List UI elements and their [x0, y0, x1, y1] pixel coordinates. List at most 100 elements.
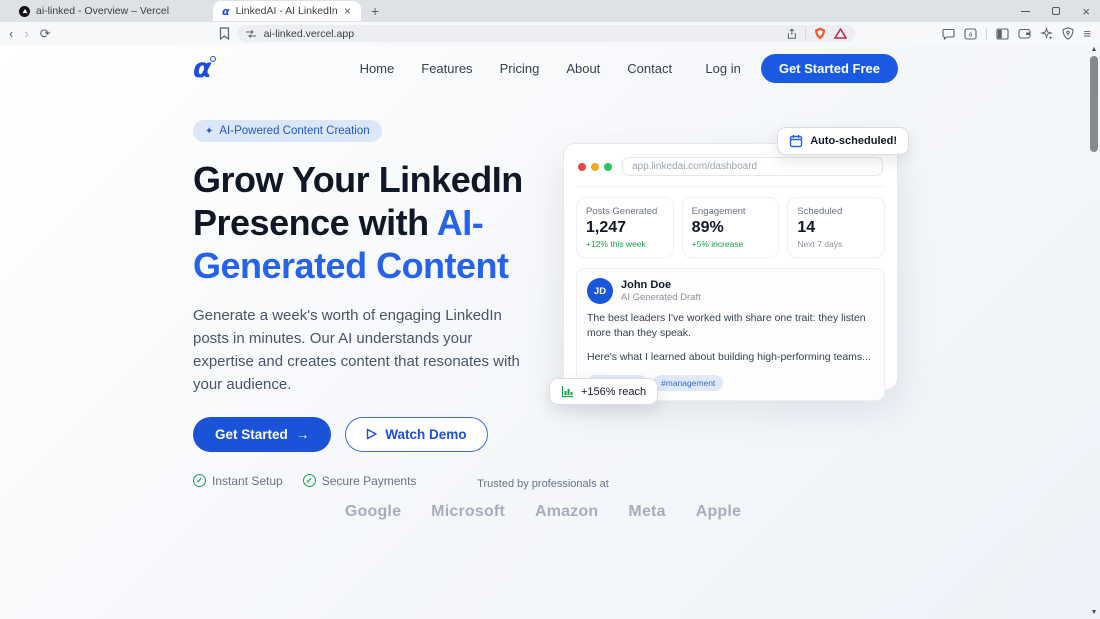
stat-value: 14: [797, 219, 816, 236]
maximize-button[interactable]: [1052, 7, 1061, 15]
traffic-lights: [578, 162, 612, 171]
calendar-icon: [790, 135, 803, 148]
trusted-label: Trusted by professionals at: [477, 478, 609, 490]
post-body-1: The best leaders I've worked with share …: [587, 312, 866, 340]
nav-link-home[interactable]: Home: [359, 60, 395, 76]
tab-title: ai-linked - Overview – Vercel: [36, 5, 170, 17]
scroll-up-icon[interactable]: ▲: [1090, 46, 1098, 53]
nav-link-features[interactable]: Features: [421, 60, 473, 76]
hero-cta-row: Get Started → Watch Demo: [193, 416, 545, 452]
brave-rewards-icon[interactable]: [1062, 27, 1074, 40]
company-amazon: Amazon: [534, 503, 599, 520]
stat-value: 1,247: [586, 219, 627, 236]
get-started-button[interactable]: Get Started →: [193, 416, 332, 452]
watch-demo-label: Watch Demo: [385, 426, 467, 442]
browser-toolbar: ‹ › ⟳ ai-linked.vercel.app a ≡: [0, 22, 1100, 45]
vercel-triangle-icon[interactable]: [833, 28, 847, 39]
title-dark-part: Grow Your LinkedIn Presence with: [193, 159, 523, 244]
dashboard-card: app.linkedai.com/dashboard Posts Generat…: [563, 143, 898, 401]
back-icon[interactable]: ‹: [9, 26, 14, 41]
get-started-free-button[interactable]: Get Started Free: [760, 53, 898, 83]
stat-label: Engagement: [691, 206, 746, 217]
stat-engagement: Engagement 89% +5% increase: [681, 197, 780, 258]
site-settings-icon[interactable]: [245, 29, 257, 39]
new-tab-button[interactable]: +: [371, 3, 380, 19]
address-bar-actions: [785, 27, 847, 40]
linkedai-favicon-icon: α: [222, 4, 230, 18]
brave-vpn-icon[interactable]: [1040, 27, 1054, 40]
nav-link-pricing[interactable]: Pricing: [499, 60, 540, 76]
get-started-label: Get Started: [215, 426, 288, 442]
company-microsoft: Microsoft: [431, 503, 505, 520]
bar-chart-icon: [561, 386, 573, 398]
reach-badge: +156% reach: [549, 378, 659, 405]
reach-label: +156% reach: [581, 385, 647, 398]
tab-strip: ai-linked - Overview – Vercel α LinkedAI…: [0, 0, 1100, 22]
reload-icon[interactable]: ⟳: [39, 26, 51, 41]
forward-icon[interactable]: ›: [24, 26, 29, 41]
brave-shield-icon[interactable]: [814, 27, 826, 40]
stat-delta: +5% increase: [691, 239, 744, 249]
company-meta: Meta: [628, 503, 666, 520]
tab-linkedai[interactable]: α LinkedAI - AI LinkedIn Content S ×: [213, 1, 361, 21]
bookmark-icon[interactable]: [219, 27, 230, 40]
dashboard-mockup: app.linkedai.com/dashboard Posts Generat…: [549, 127, 909, 405]
red-dot-icon: [578, 162, 586, 171]
sidebar-icon[interactable]: [996, 27, 1009, 40]
menu-icon[interactable]: ≡: [1083, 26, 1091, 41]
tab-vercel-overview[interactable]: ai-linked - Overview – Vercel: [10, 1, 205, 21]
stat-value: 89%: [691, 219, 724, 236]
company-google: Google: [344, 503, 402, 520]
nav-link-about[interactable]: About: [566, 60, 601, 76]
stats-row: Posts Generated 1,247 +12% this week Eng…: [576, 197, 886, 258]
green-dot-icon: [604, 162, 612, 171]
minimize-button[interactable]: [1021, 10, 1031, 12]
divider: [986, 27, 988, 40]
mock-browser-bar: app.linkedai.com/dashboard: [576, 155, 885, 187]
check-item-instant-setup: ✓ Instant Setup: [193, 474, 283, 488]
hashtag-management: #management: [652, 374, 724, 391]
play-icon: [367, 428, 377, 440]
stat-label: Posts Generated: [586, 206, 658, 217]
reader-mode-icon[interactable]: a: [964, 27, 977, 40]
page-scrollbar[interactable]: ▲ ▼: [1088, 45, 1100, 619]
close-button[interactable]: ×: [1082, 3, 1090, 19]
watch-demo-button[interactable]: Watch Demo: [345, 416, 488, 452]
hero-badge-label: AI-Powered Content Creation: [219, 125, 370, 137]
window-controls: ×: [1021, 0, 1090, 22]
stat-scheduled: Scheduled 14 Next 7 days: [787, 197, 886, 258]
wallet-icon[interactable]: [1018, 28, 1031, 39]
scrollbar-thumb[interactable]: [1090, 56, 1098, 152]
check-icon: ✓: [193, 474, 206, 488]
webpage: α Home Features Pricing About Contact Lo…: [0, 45, 1100, 619]
company-logos: Google Microsoft Amazon Meta Apple: [0, 503, 1086, 521]
linkedai-logo-icon[interactable]: α: [193, 52, 216, 84]
vercel-favicon-icon: [19, 5, 30, 17]
address-bar[interactable]: ai-linked.vercel.app: [236, 25, 855, 42]
tab-title: LinkedAI - AI LinkedIn Content S: [235, 5, 337, 17]
share-icon[interactable]: [785, 27, 797, 40]
company-apple: Apple: [695, 503, 742, 520]
auto-scheduled-label: Auto-scheduled!: [810, 135, 897, 147]
svg-text:a: a: [969, 31, 973, 38]
post-header: JD John Doe AI Generated Draft: [587, 278, 874, 304]
scroll-down-icon[interactable]: ▼: [1090, 609, 1098, 616]
stat-delta: Next 7 days: [797, 239, 843, 249]
login-link[interactable]: Log in: [705, 60, 741, 76]
sparkles-icon: ✦: [205, 125, 214, 137]
nav-links: Home Features Pricing About Contact: [360, 61, 673, 76]
nav-right: Log in Get Started Free: [705, 53, 898, 83]
stat-label: Scheduled: [797, 206, 843, 217]
check-label: Secure Payments: [321, 473, 417, 488]
nav-link-contact[interactable]: Contact: [627, 60, 673, 76]
url-text[interactable]: ai-linked.vercel.app: [263, 27, 355, 40]
hero-checklist: ✓ Instant Setup ✓ Secure Payments: [193, 474, 545, 488]
tab-close-icon[interactable]: ×: [343, 4, 351, 18]
post-subtitle: AI Generated Draft: [621, 292, 701, 303]
stat-posts-generated: Posts Generated 1,247 +12% this week: [576, 197, 674, 258]
leo-ai-icon[interactable]: [942, 28, 955, 40]
divider: [804, 28, 806, 39]
mock-url-field: app.linkedai.com/dashboard: [622, 157, 883, 176]
check-item-secure-payments: ✓ Secure Payments: [302, 473, 417, 488]
